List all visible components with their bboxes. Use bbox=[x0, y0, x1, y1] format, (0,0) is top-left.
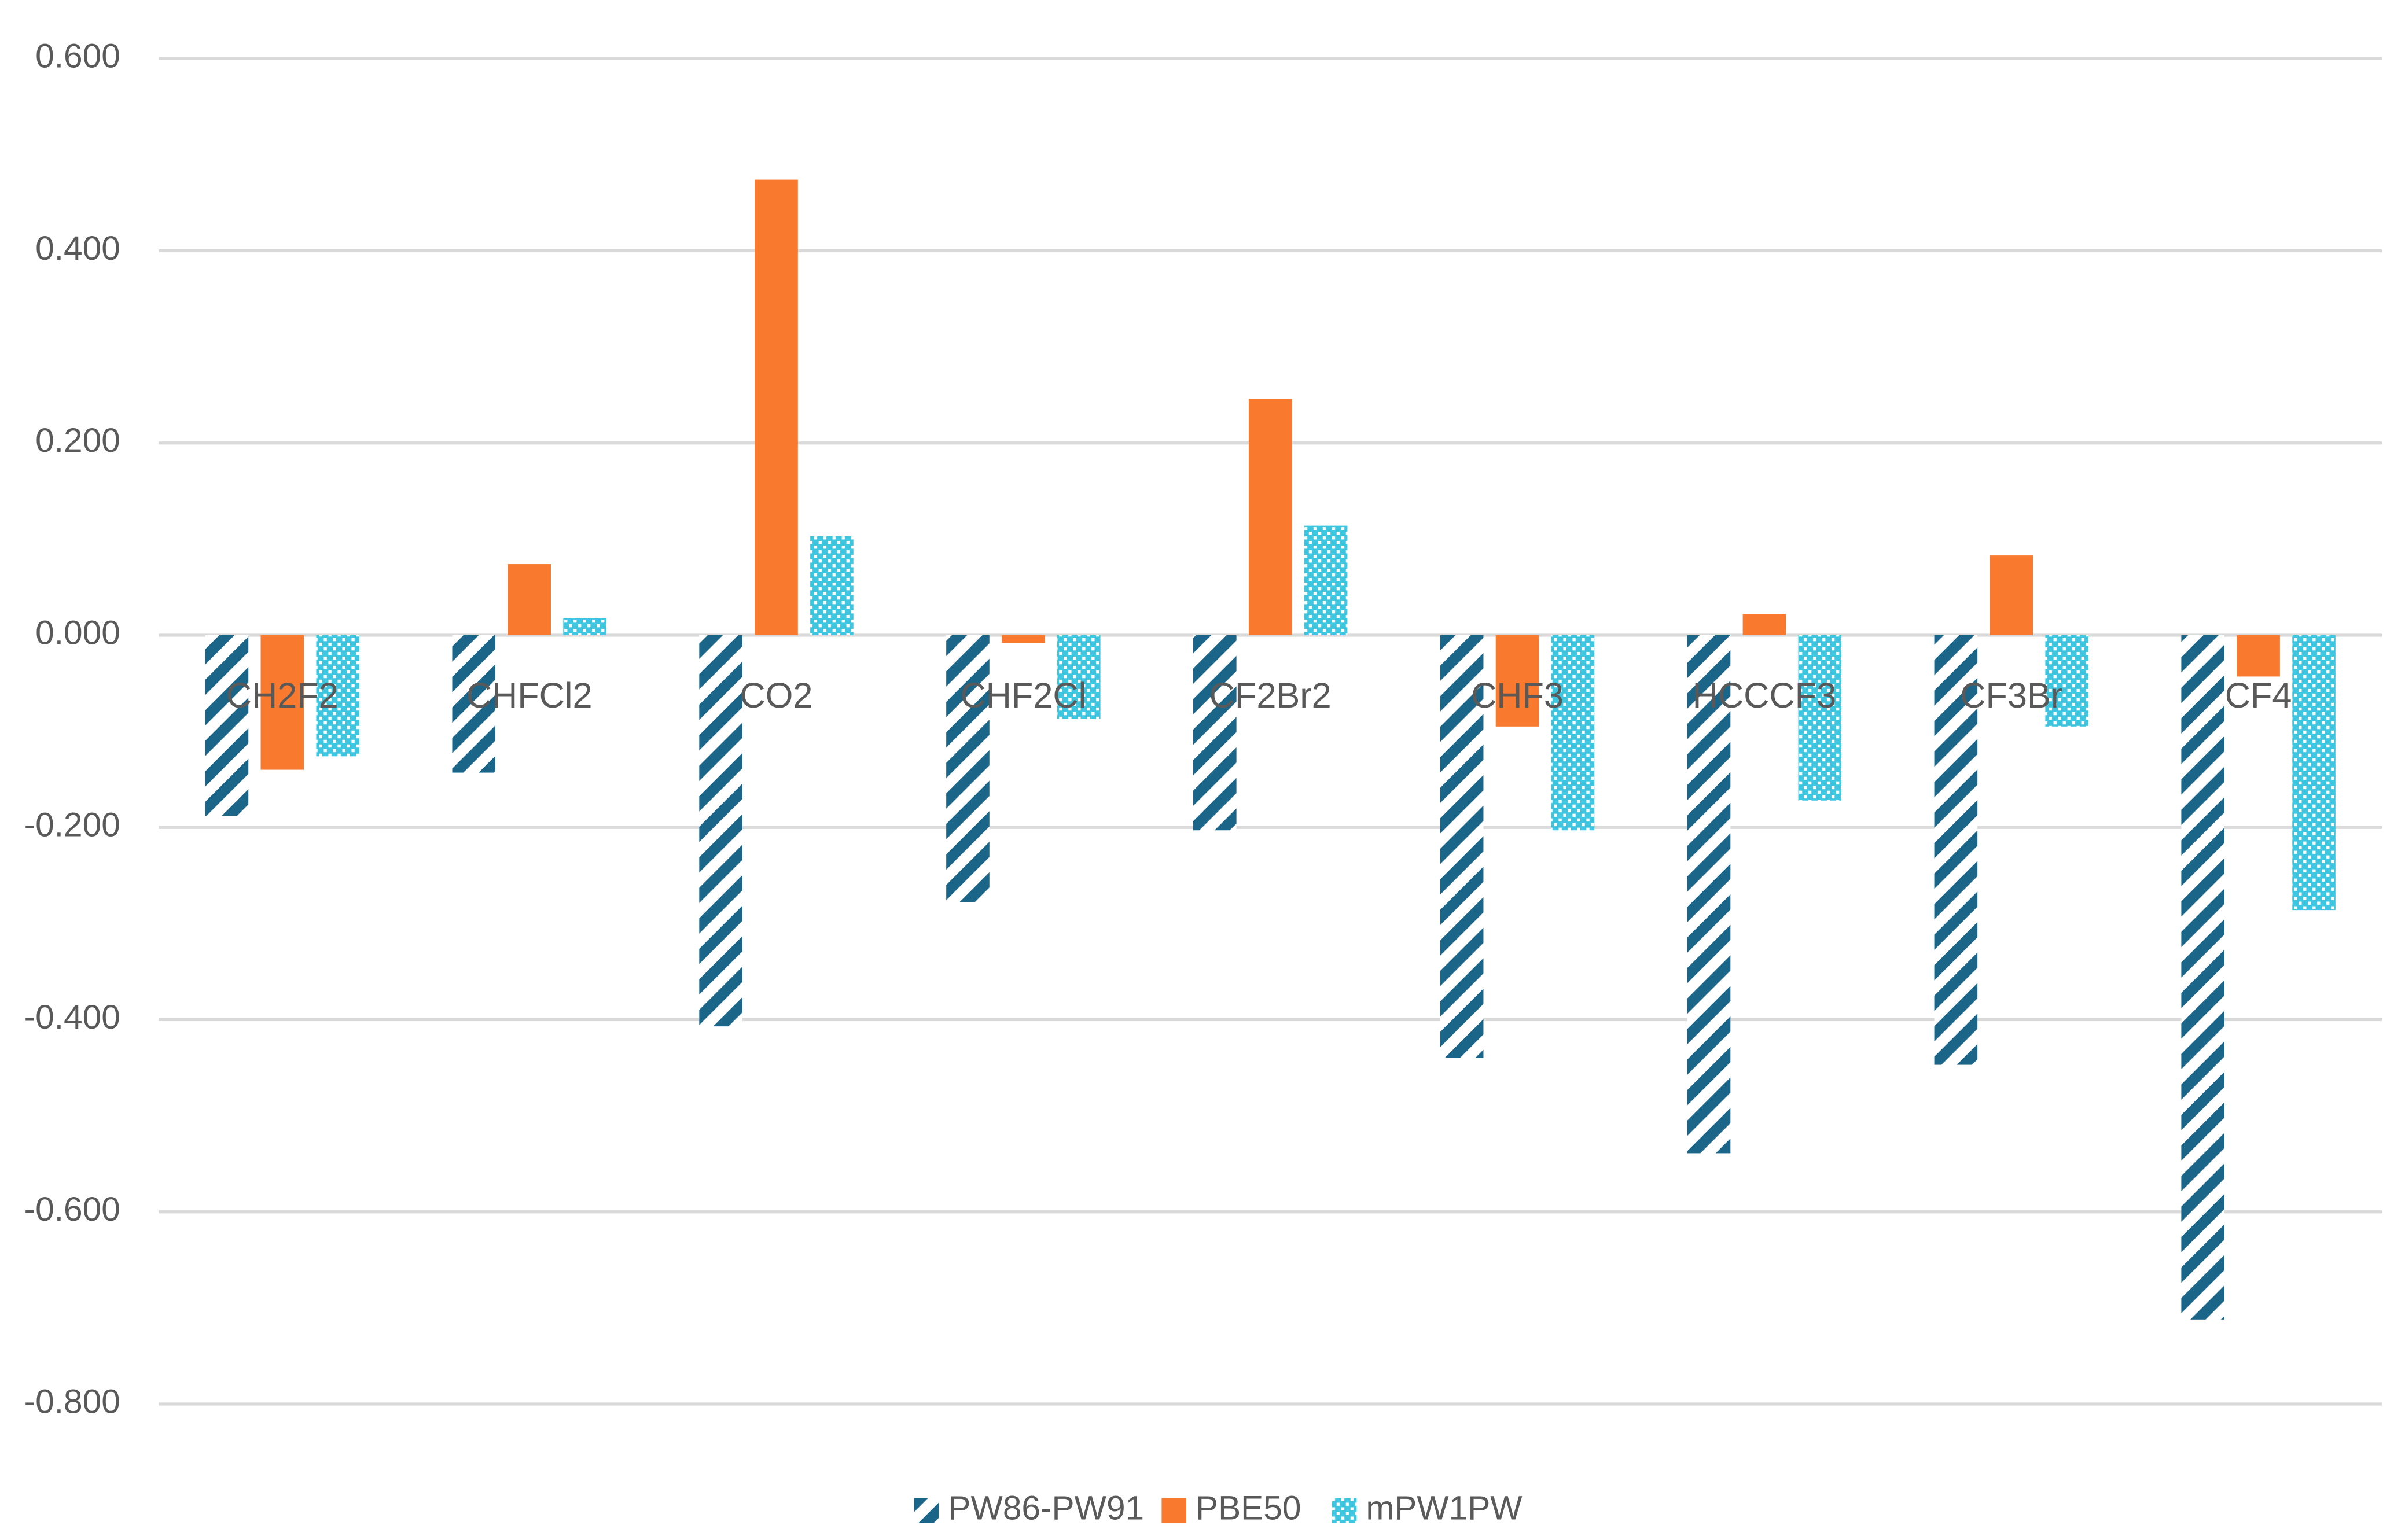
bar bbox=[316, 635, 360, 757]
x-tick-label: CF3Br bbox=[1960, 676, 2062, 715]
bar bbox=[1057, 635, 1101, 719]
bar bbox=[2045, 635, 2088, 727]
x-tick-label: CO2 bbox=[740, 676, 813, 715]
legend-swatch bbox=[1332, 1498, 1357, 1523]
y-tick-label: 0.400 bbox=[35, 230, 120, 267]
bar bbox=[2237, 635, 2280, 677]
legend-label: mPW1PW bbox=[1366, 1489, 1523, 1527]
y-tick-label: 0.600 bbox=[35, 38, 120, 75]
x-tick-label: CHF2Cl bbox=[960, 676, 1086, 715]
legend-label: PW86-PW91 bbox=[948, 1489, 1144, 1527]
x-tick-label: CH2F2 bbox=[226, 676, 339, 715]
y-tick-label: -0.800 bbox=[24, 1383, 120, 1420]
bar bbox=[1687, 635, 1731, 1154]
y-tick-label: -0.400 bbox=[24, 999, 120, 1036]
legend-swatch bbox=[914, 1498, 939, 1523]
bar bbox=[205, 635, 249, 816]
bar bbox=[1440, 635, 1484, 1058]
bar bbox=[1193, 635, 1237, 831]
bar bbox=[755, 179, 798, 636]
y-tick-label: 0.000 bbox=[35, 614, 120, 651]
bar bbox=[810, 536, 854, 636]
bar bbox=[1990, 555, 2033, 636]
x-tick-label: CF2Br2 bbox=[1209, 676, 1332, 715]
x-tick-label: CHF3 bbox=[1471, 676, 1564, 715]
bar bbox=[508, 564, 551, 636]
bar bbox=[563, 618, 606, 636]
bar bbox=[1495, 635, 1539, 727]
bar bbox=[260, 635, 304, 770]
y-tick-label: 0.200 bbox=[35, 422, 120, 459]
legend-label: PBE50 bbox=[1196, 1489, 1301, 1527]
bar bbox=[2181, 635, 2225, 1320]
x-tick-label: HCCCF3 bbox=[1693, 676, 1836, 715]
bar bbox=[1002, 635, 1045, 643]
y-tick-label: -0.600 bbox=[24, 1191, 120, 1228]
bar bbox=[1248, 399, 1292, 636]
bar bbox=[946, 635, 990, 902]
bar bbox=[2292, 635, 2336, 911]
bar bbox=[1742, 614, 1786, 636]
bar bbox=[452, 635, 496, 773]
bar bbox=[1551, 635, 1595, 831]
y-tick-label: -0.200 bbox=[24, 806, 120, 844]
bar bbox=[1798, 635, 1842, 801]
x-tick-label: CF4 bbox=[2225, 676, 2292, 715]
bar bbox=[699, 635, 742, 1027]
bar bbox=[1304, 525, 1348, 636]
bar bbox=[1934, 635, 1978, 1065]
legend-swatch bbox=[1161, 1498, 1187, 1523]
x-tick-label: CHFCl2 bbox=[466, 676, 593, 715]
